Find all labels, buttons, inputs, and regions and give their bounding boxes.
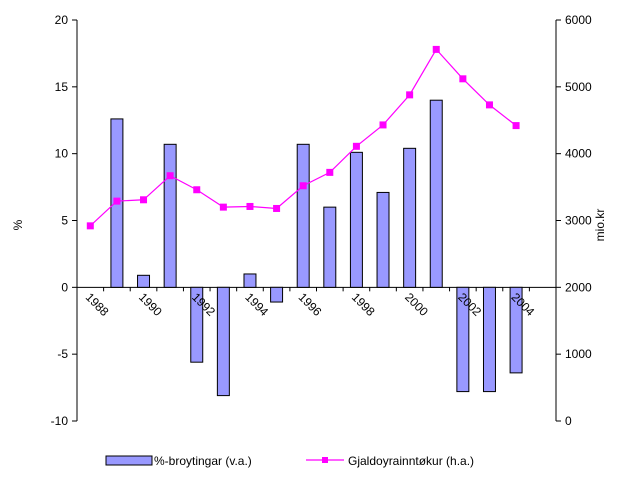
bar <box>297 144 309 287</box>
legend: %-broytingar (v.a.) Gjaldoyrainntøkur (h… <box>106 454 474 468</box>
bar-series <box>111 100 522 395</box>
x-tick-label: 1990 <box>136 290 165 319</box>
line-point <box>326 169 333 176</box>
right-tick-label: 5000 <box>565 80 592 94</box>
legend-line-marker <box>322 457 328 463</box>
line-point <box>433 46 440 53</box>
bar <box>244 274 256 287</box>
left-tick-label: -10 <box>51 414 69 428</box>
bar <box>138 275 150 287</box>
x-tick-label: 1996 <box>296 290 325 319</box>
x-tick-label: 1998 <box>349 290 378 319</box>
bar <box>404 148 416 287</box>
left-tick-label: 5 <box>61 214 68 228</box>
right-tick-label: 0 <box>565 414 572 428</box>
left-tick-label: 20 <box>55 13 69 27</box>
right-tick-label: 6000 <box>565 13 592 27</box>
left-tick-label: 0 <box>61 280 68 294</box>
line-point <box>193 186 200 193</box>
line-point <box>353 143 360 150</box>
line-point <box>246 203 253 210</box>
left-axis-label: % <box>11 219 25 230</box>
legend-line-label: Gjaldoyrainntøkur (h.a.) <box>348 454 474 468</box>
legend-bar-label: %-broytingar (v.a.) <box>154 454 252 468</box>
line-point <box>220 204 227 211</box>
bar <box>324 207 336 287</box>
bar <box>483 287 495 391</box>
left-tick-label: -5 <box>57 347 68 361</box>
line-point <box>406 91 413 98</box>
x-tick-label: 1988 <box>83 290 112 319</box>
line-point <box>87 222 94 229</box>
left-tick-label: 10 <box>55 147 69 161</box>
bar <box>350 152 362 287</box>
bar <box>271 287 283 302</box>
right-tick-label: 4000 <box>565 147 592 161</box>
line-point <box>380 121 387 128</box>
line-point <box>140 196 147 203</box>
right-tick-label: 2000 <box>565 280 592 294</box>
line-point <box>113 198 120 205</box>
bar <box>164 144 176 287</box>
x-tick-label: 2000 <box>402 290 431 319</box>
line-point <box>459 75 466 82</box>
line-point <box>300 182 307 189</box>
right-axis-label: mio.kr <box>593 209 607 242</box>
x-tick-label: 1994 <box>242 290 271 319</box>
legend-bar-swatch <box>106 456 152 465</box>
right-tick-label: 1000 <box>565 347 592 361</box>
left-axis-ticks: -10 -5 0 5 10 15 20 <box>51 13 77 428</box>
line-point <box>167 172 174 179</box>
bar <box>217 287 229 395</box>
line-point <box>486 101 493 108</box>
line-point <box>273 205 280 212</box>
right-tick-label: 3000 <box>565 214 592 228</box>
right-axis-ticks: 0 1000 2000 3000 4000 5000 6000 <box>556 13 592 428</box>
left-tick-label: 15 <box>55 80 69 94</box>
bar <box>377 192 389 287</box>
line-point <box>513 122 520 129</box>
bar <box>430 100 442 287</box>
